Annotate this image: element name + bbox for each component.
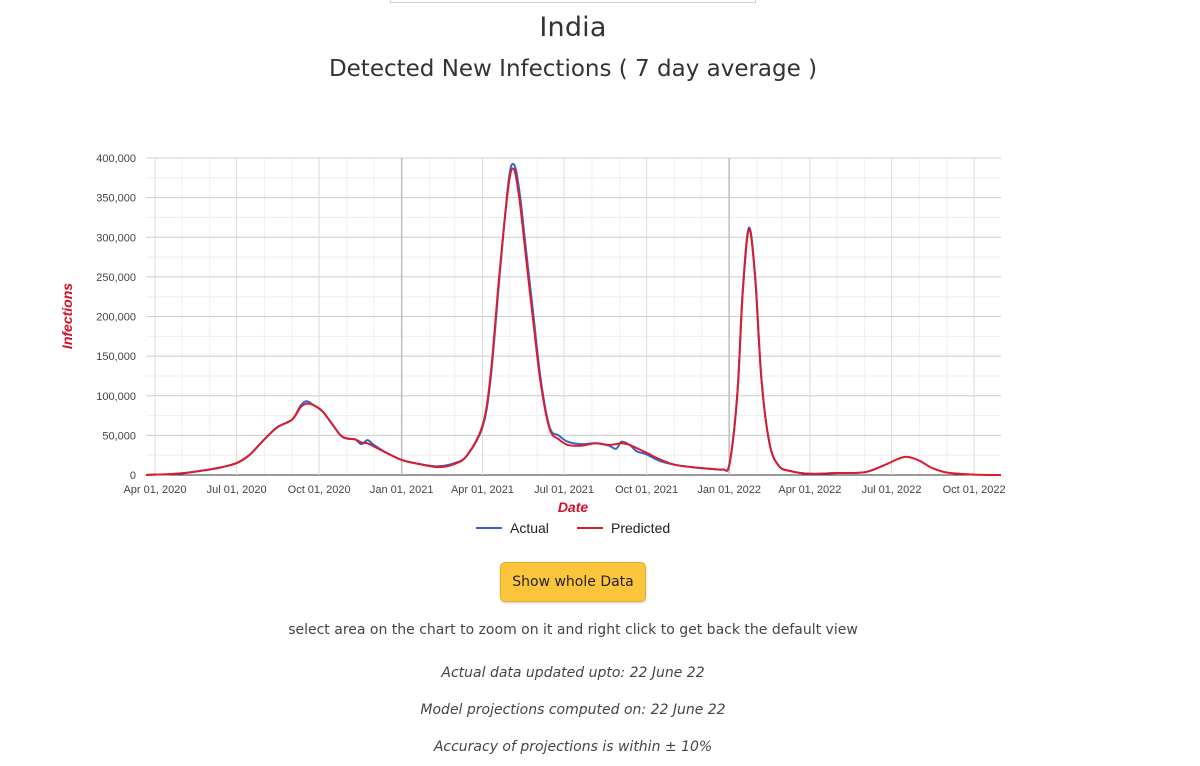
y-tick-label: 250,000 (96, 272, 136, 284)
x-tick-label: Apr 01, 2022 (778, 484, 841, 496)
chart-grid (146, 157, 1001, 476)
projections-computed-note: Model projections computed on: 22 June 2… (420, 702, 726, 718)
x-tick-label: Oct 01, 2022 (943, 484, 1006, 496)
y-tick-label: 350,000 (96, 193, 136, 205)
x-axis-title: Date (558, 499, 589, 515)
y-tick-label: 400,000 (96, 153, 136, 165)
legend-label-actual: Actual (510, 520, 549, 536)
zoom-hint: select area on the chart to zoom on it a… (288, 622, 858, 638)
y-tick-label: 200,000 (96, 312, 136, 324)
x-tick-label: Oct 01, 2021 (615, 484, 678, 496)
y-tick-label: 50,000 (102, 430, 136, 442)
chart-legend: Actual Predicted (476, 520, 670, 536)
chart-series (145, 162, 1002, 476)
data-updated-note: Actual data updated upto: 22 June 22 (441, 665, 705, 681)
x-tick-label: Jul 01, 2022 (862, 484, 922, 496)
show-whole-data-button[interactable]: Show whole Data (500, 562, 646, 602)
series-line-actual (145, 162, 884, 476)
x-tick-label: Jul 01, 2021 (534, 484, 594, 496)
page-title: India (539, 12, 607, 43)
chart-subtitle: Detected New Infections ( 7 day average … (328, 56, 818, 82)
y-tick-label: 300,000 (96, 232, 136, 244)
legend-label-predicted: Predicted (611, 520, 670, 536)
y-axis-ticks: 0 50,000 100,000 150,000 200,000 250,000 300,0… (96, 153, 136, 482)
y-tick-label: 150,000 (96, 351, 136, 363)
x-tick-label: Apr 01, 2020 (123, 484, 186, 496)
x-tick-label: Apr 01, 2021 (451, 484, 514, 496)
top-panel-edge (390, 0, 756, 3)
x-tick-label: Jul 01, 2020 (207, 484, 267, 496)
x-axis-ticks: Apr 01, 2020 Jul 01, 2020 Oct 01, 2020 Jan … (123, 484, 1005, 496)
series-line-predicted (145, 167, 1002, 476)
y-axis-title: Infections (59, 283, 75, 349)
x-tick-label: Jan 01, 2021 (370, 484, 434, 496)
y-tick-label: 0 (130, 470, 136, 482)
x-tick-label: Jan 01, 2022 (697, 484, 761, 496)
accuracy-note: Accuracy of projections is within ± 10% (433, 739, 713, 755)
x-tick-label: Oct 01, 2020 (288, 484, 351, 496)
y-tick-label: 100,000 (96, 391, 136, 403)
